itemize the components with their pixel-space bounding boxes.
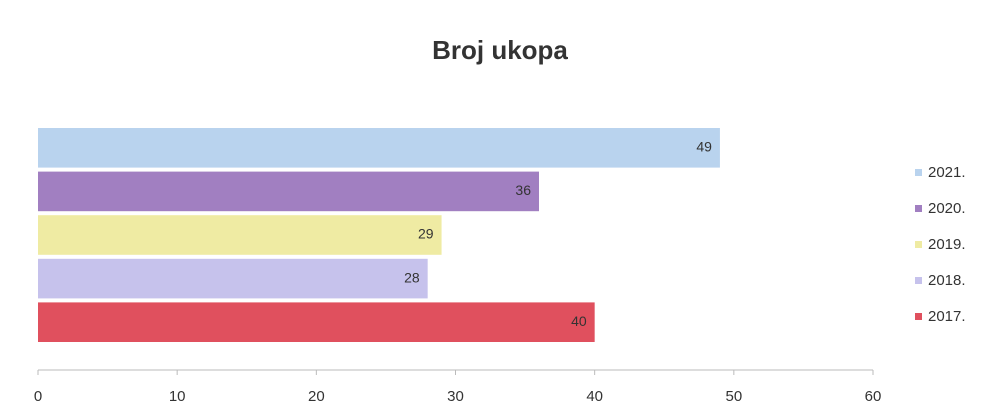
bar: [38, 171, 539, 212]
bar: [38, 215, 442, 255]
bar: [38, 258, 428, 299]
x-tick-label: 10: [169, 388, 186, 405]
legend-swatch: [915, 169, 922, 176]
legend-label: 2020.: [928, 200, 966, 217]
legend-label: 2017.: [928, 308, 966, 325]
data-label: 29: [418, 226, 434, 242]
bar: [38, 128, 720, 168]
data-label: 40: [571, 313, 587, 329]
legend-swatch: [915, 241, 922, 248]
legend-swatch: [915, 313, 922, 320]
legend-label: 2018.: [928, 272, 966, 289]
legend-label: 2021.: [928, 164, 966, 181]
x-tick-label: 0: [34, 388, 42, 405]
bar: [38, 302, 595, 342]
legend-swatch: [915, 205, 922, 212]
chart-title: Broj ukopa: [432, 35, 568, 65]
x-tick-label: 30: [447, 388, 464, 405]
legend-swatch: [915, 277, 922, 284]
x-tick-label: 20: [308, 388, 325, 405]
x-tick-label: 50: [725, 388, 742, 405]
data-label: 36: [515, 182, 531, 198]
data-label: 49: [696, 139, 712, 155]
x-tick-label: 40: [586, 388, 603, 405]
x-tick-label: 60: [865, 388, 882, 405]
legend-label: 2019.: [928, 236, 966, 253]
data-label: 28: [404, 269, 420, 285]
